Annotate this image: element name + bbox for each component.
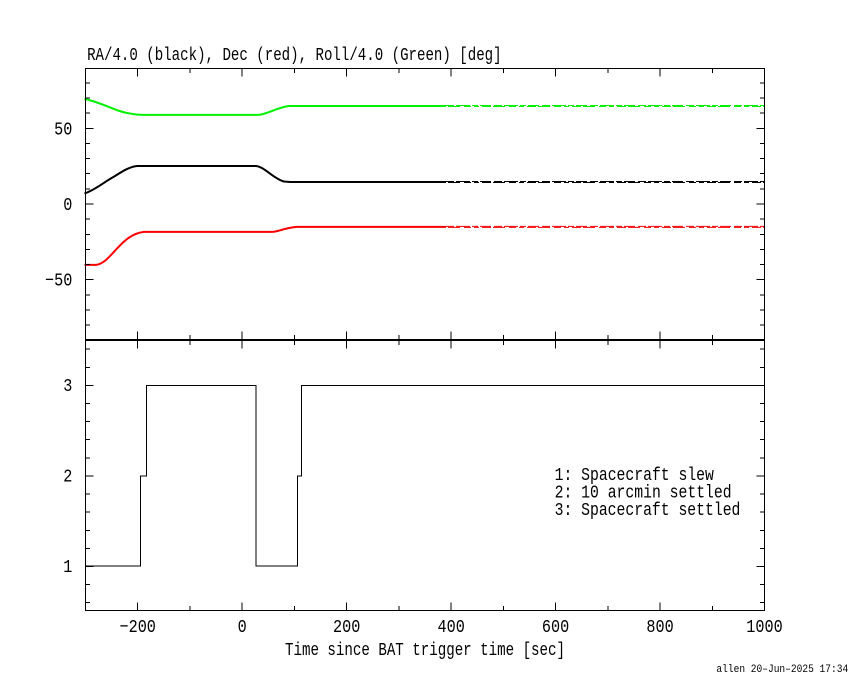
svg-text:Time since BAT trigger time [s: Time since BAT trigger time [sec] [285, 641, 565, 661]
svg-text:1: Spacecraft slew: 1: Spacecraft slew [555, 466, 714, 486]
svg-text:600: 600 [542, 618, 569, 638]
svg-text:allen 20–Jun–2025 17:34: allen 20–Jun–2025 17:34 [716, 664, 848, 676]
svg-text:−50: −50 [45, 272, 72, 292]
svg-text:800: 800 [646, 618, 673, 638]
svg-text:−200: −200 [120, 618, 156, 638]
svg-text:200: 200 [333, 618, 360, 638]
svg-text:2: 10 arcmin settled: 2: 10 arcmin settled [555, 484, 732, 504]
svg-text:3: Spacecraft settled: 3: Spacecraft settled [555, 501, 741, 521]
svg-text:RA/4.0 (black), Dec (red), Rol: RA/4.0 (black), Dec (red), Roll/4.0 (Gre… [87, 46, 502, 66]
svg-text:3: 3 [63, 377, 72, 397]
svg-text:0: 0 [238, 618, 247, 638]
svg-text:50: 50 [54, 120, 72, 140]
svg-text:2: 2 [63, 468, 72, 488]
svg-text:1000: 1000 [746, 618, 782, 638]
svg-text:400: 400 [438, 618, 465, 638]
svg-text:0: 0 [63, 196, 72, 216]
svg-text:1: 1 [63, 558, 72, 578]
